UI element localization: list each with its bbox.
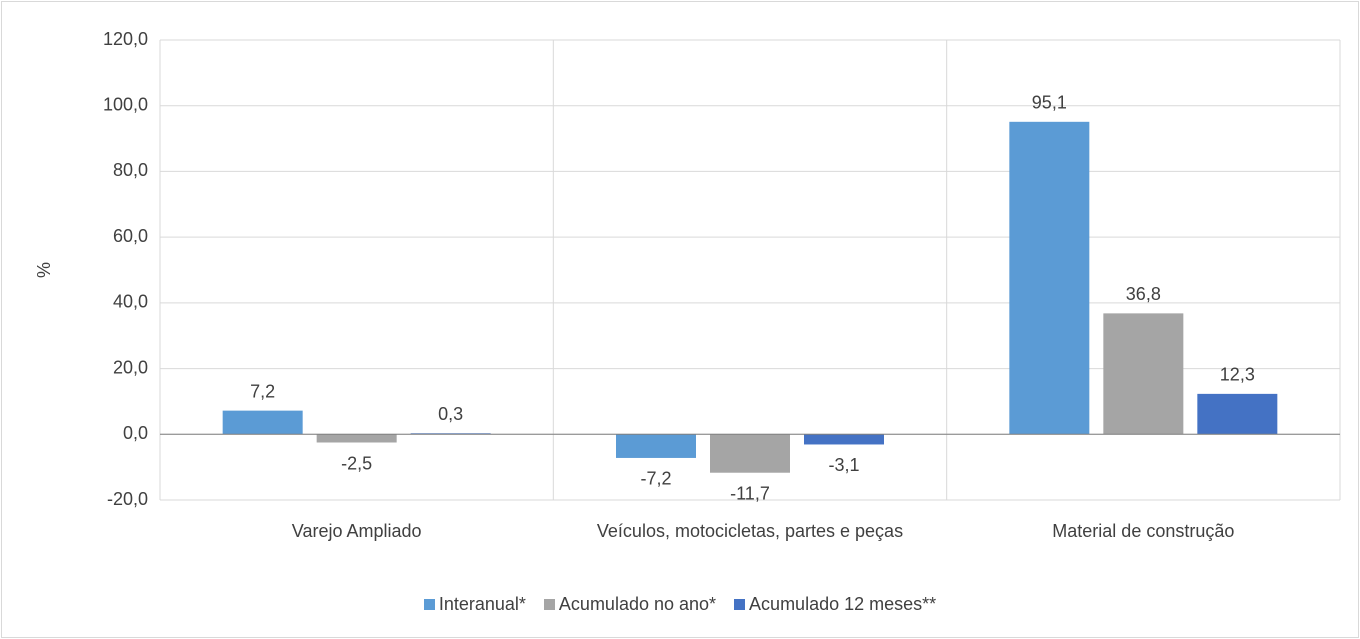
data-label: 95,1: [1032, 93, 1067, 113]
bar: [710, 434, 790, 473]
y-tick-label: 100,0: [103, 94, 148, 114]
legend-swatch: [423, 599, 435, 610]
x-tick-label: Veículos, motocicletas, partes e peças: [596, 521, 904, 541]
legend-item: Acumulado no ano*: [543, 594, 717, 615]
bar: [222, 410, 303, 435]
y-tick-label: 0,0: [123, 423, 148, 443]
bar: [1197, 393, 1278, 435]
data-label: 36,8: [1126, 284, 1161, 304]
y-tick-label: 20,0: [113, 357, 148, 377]
legend-item: Interanual*: [423, 594, 526, 615]
y-axis-label: %: [34, 262, 54, 278]
data-label: 0,3: [438, 404, 463, 424]
legend-swatch: [543, 599, 555, 610]
legend-label: Acumulado no ano*: [558, 594, 717, 614]
data-label: 12,3: [1220, 365, 1255, 385]
data-label: -11,7: [730, 483, 770, 503]
x-tick-label: Material de construção: [1052, 521, 1235, 541]
data-label: 7,2: [250, 381, 275, 401]
legend-label: Interanual*: [438, 594, 526, 614]
y-tick-label: 120,0: [103, 29, 148, 49]
legend: Interanual* Acumulado no ano* Acumulado 12…: [0, 594, 1360, 615]
data-label: -2,5: [341, 453, 372, 473]
bar: [616, 434, 696, 458]
legend-item: Acumulado 12 meses**: [734, 594, 936, 615]
data-label: -3,1: [828, 455, 859, 475]
y-tick-label: 40,0: [113, 292, 148, 312]
legend-swatch: [734, 599, 746, 610]
y-tick-label: -20,0: [107, 489, 148, 509]
bar: [1103, 313, 1184, 435]
data-label: -7,2: [640, 469, 671, 489]
x-tick-label: Varejo Ampliado: [291, 521, 422, 541]
y-tick-label: 80,0: [113, 160, 148, 180]
legend-label: Acumulado 12 meses**: [749, 594, 937, 614]
bar: [1009, 121, 1090, 435]
y-tick-label: 60,0: [113, 226, 148, 246]
bar: [804, 434, 884, 445]
bar: [316, 434, 397, 443]
